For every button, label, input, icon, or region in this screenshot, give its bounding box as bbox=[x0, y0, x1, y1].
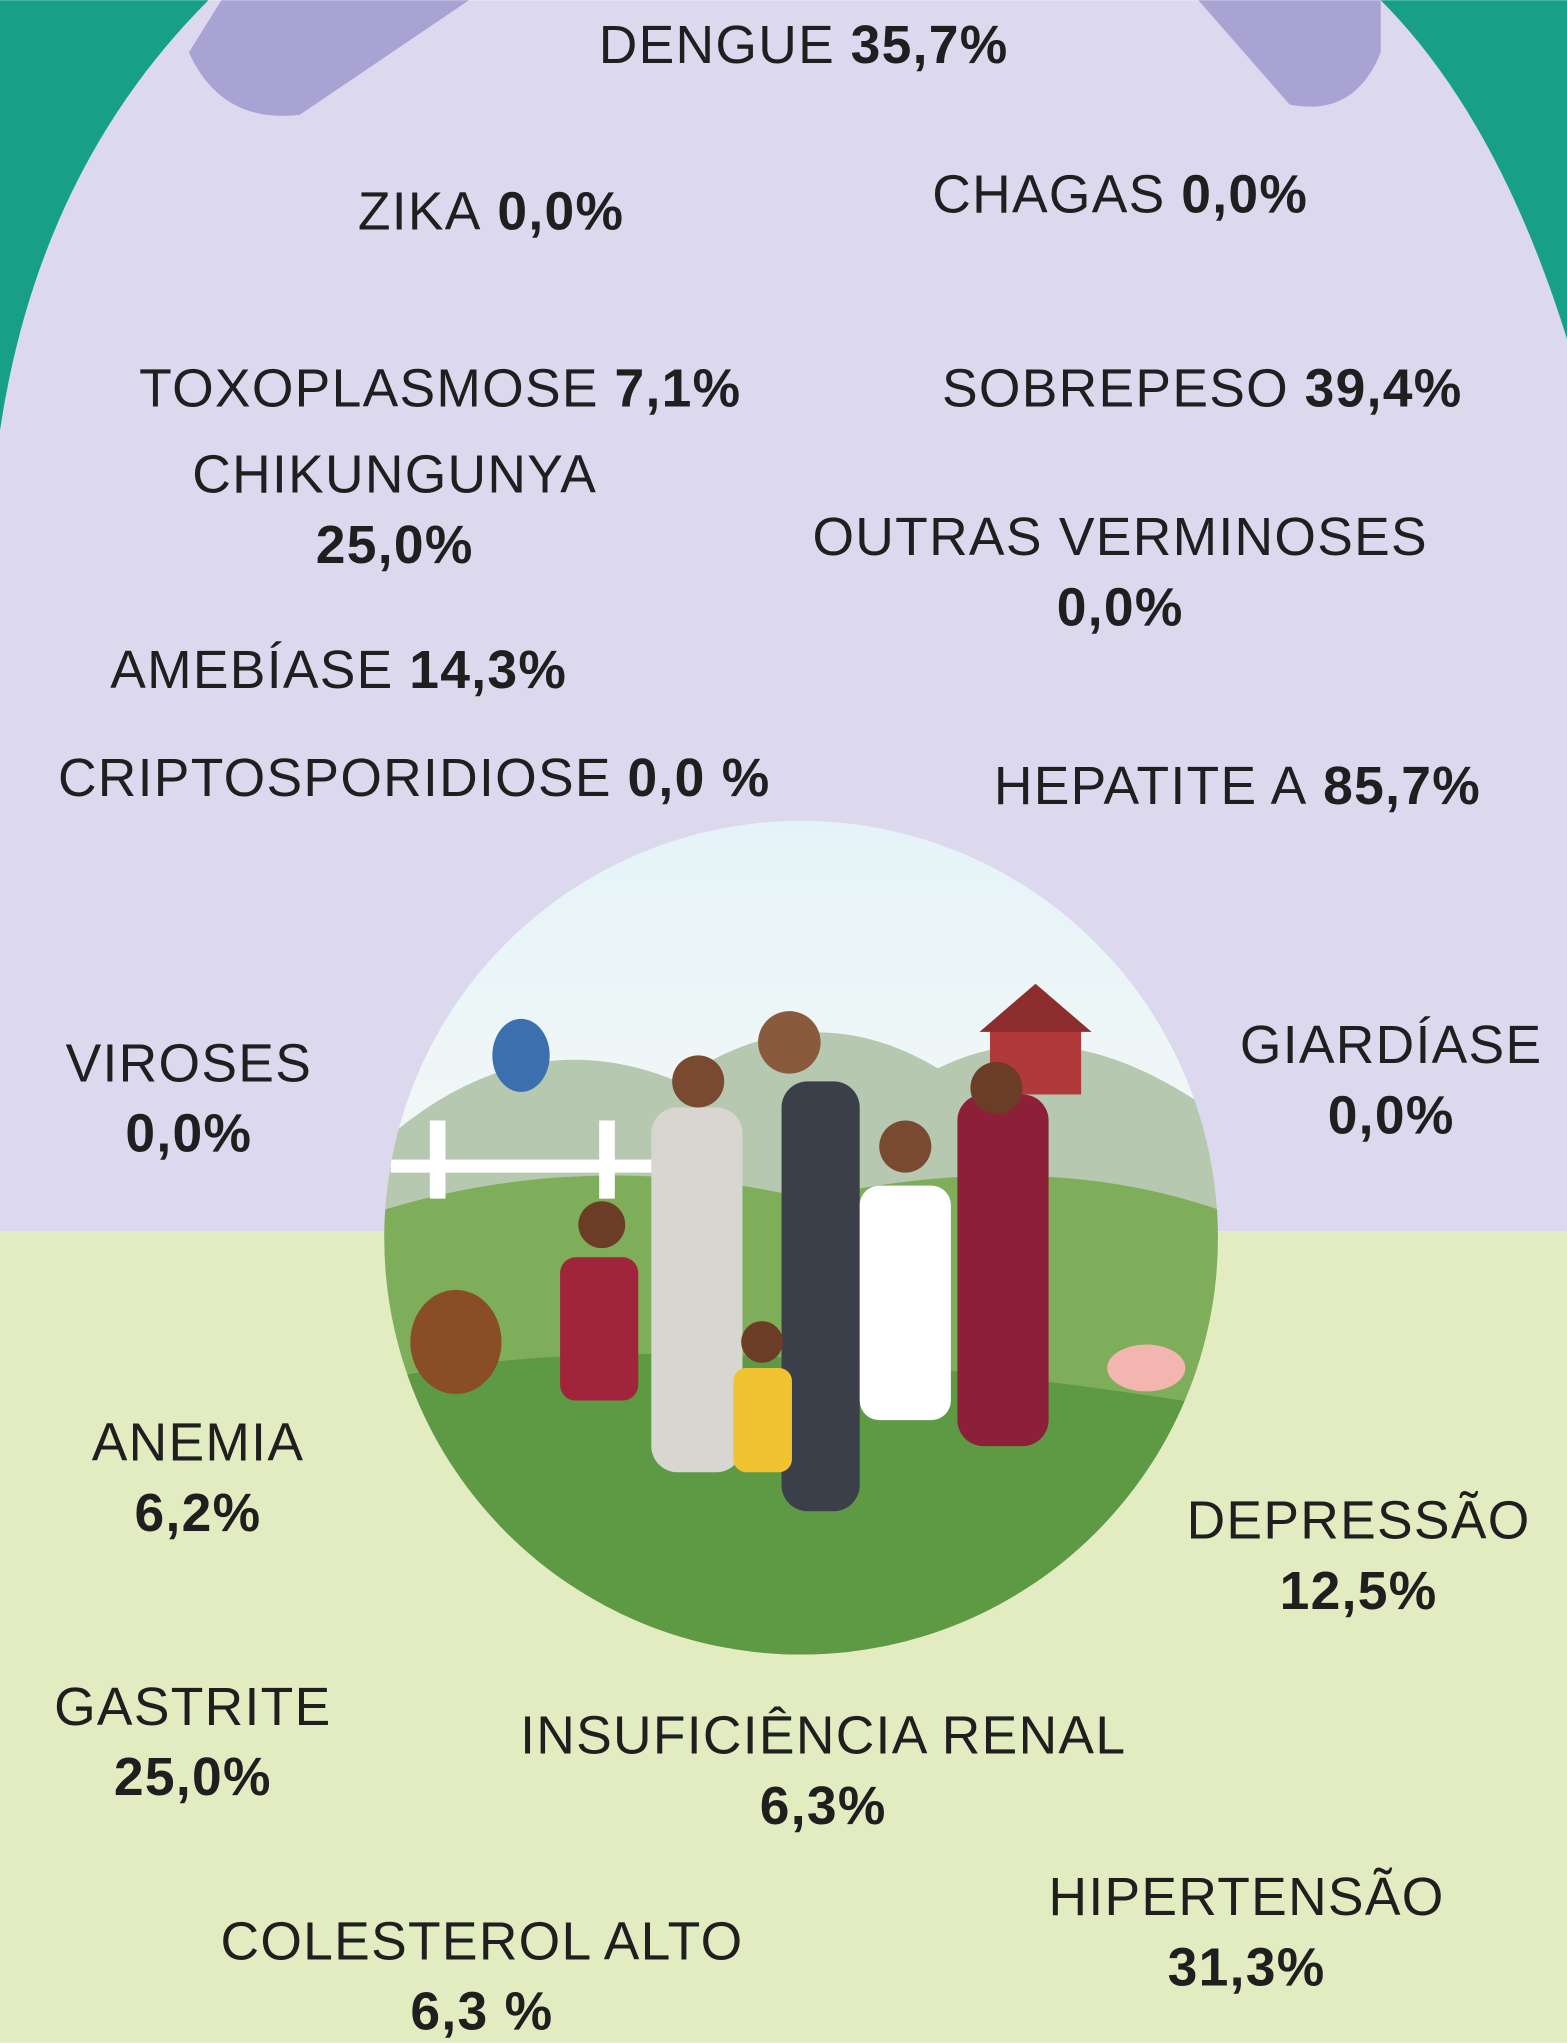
disease-name: HIPERTENSÃO bbox=[1049, 1868, 1445, 1927]
disease-percent: 14,3% bbox=[409, 641, 567, 700]
disease-name: AMEBÍASE bbox=[110, 641, 393, 700]
disease-percent: 12,5% bbox=[1280, 1562, 1438, 1621]
disease-name: CRIPTOSPORIDIOSE bbox=[58, 749, 612, 808]
disease-name: GIARDÍASE bbox=[1240, 1016, 1542, 1075]
disease-percent: 0,0% bbox=[497, 183, 624, 242]
disease-percent: 85,7% bbox=[1323, 757, 1481, 816]
disease-name: OUTRAS VERMINOSES bbox=[812, 508, 1427, 567]
disease-percent: 39,4% bbox=[1305, 360, 1463, 419]
disease-name: GASTRITE bbox=[54, 1678, 331, 1737]
disease-label: CHAGAS 0,0% bbox=[932, 166, 1308, 225]
disease-name: DEPRESSÃO bbox=[1187, 1492, 1531, 1551]
disease-percent: 25,0% bbox=[316, 516, 474, 575]
disease-label: CRIPTOSPORIDIOSE 0,0 % bbox=[58, 749, 771, 808]
disease-name: ANEMIA bbox=[92, 1413, 305, 1472]
disease-percent: 0,0% bbox=[1057, 579, 1184, 638]
disease-name: CHAGAS bbox=[932, 166, 1165, 225]
disease-percent: 0,0 % bbox=[627, 749, 770, 808]
disease-label: SOBREPESO 39,4% bbox=[942, 360, 1463, 419]
disease-percent: 6,3% bbox=[760, 1777, 887, 1836]
disease-name: COLESTEROL ALTO bbox=[220, 1912, 743, 1971]
disease-name: CHIKUNGUNYA bbox=[192, 446, 597, 505]
page: {"items": [ {"name": "DENGUE", "value": … bbox=[0, 0, 1567, 2043]
disease-percent: 0,0% bbox=[1328, 1087, 1455, 1146]
disease-label: DENGUE 35,7% bbox=[599, 16, 1009, 75]
disease-name: TOXOPLASMOSE bbox=[139, 360, 599, 419]
disease-percent: 6,2% bbox=[135, 1484, 262, 1543]
disease-name: SOBREPESO bbox=[942, 360, 1289, 419]
disease-name: VIROSES bbox=[66, 1034, 312, 1093]
disease-percent: 25,0% bbox=[114, 1748, 272, 1807]
disease-name: HEPATITE A bbox=[994, 757, 1308, 816]
disease-percent: 6,3 % bbox=[410, 1983, 553, 2042]
disease-name: ZIKA bbox=[358, 183, 482, 242]
disease-percent: 0,0% bbox=[125, 1105, 252, 1164]
disease-percent: 7,1% bbox=[614, 360, 741, 419]
disease-label: AMEBÍASE 14,3% bbox=[110, 641, 567, 700]
disease-percent: 35,7% bbox=[851, 16, 1009, 75]
disease-label: TOXOPLASMOSE 7,1% bbox=[139, 360, 741, 419]
infographic: DENGUE 35,7% ZIKA 0,0% CHAGAS 0,0% TOXOPLASMOS… bbox=[0, 0, 1567, 2043]
disease-percent: 0,0% bbox=[1181, 166, 1308, 225]
disease-name: INSUFICIÊNCIA RENAL bbox=[520, 1707, 1126, 1766]
disease-label: HEPATITE A 85,7% bbox=[994, 757, 1481, 816]
disease-name: DENGUE bbox=[599, 16, 835, 75]
disease-percent: 31,3% bbox=[1168, 1938, 1326, 1997]
